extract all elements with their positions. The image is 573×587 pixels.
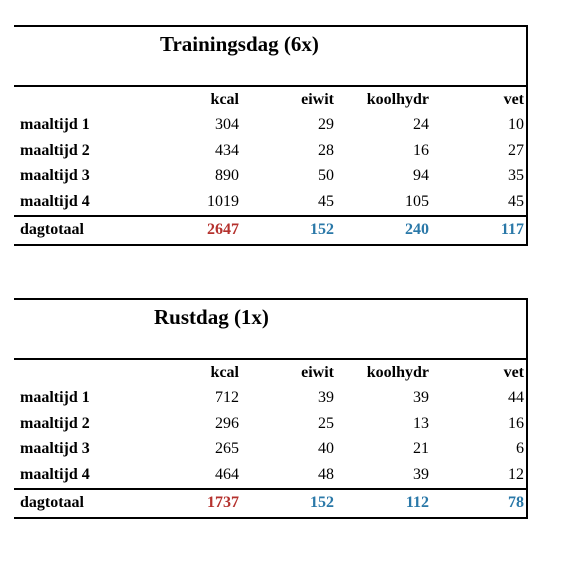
table-row: maaltijd 2 434 28 16 27 <box>14 139 526 165</box>
eiwit-cell: 28 <box>318 141 334 159</box>
header-row: kcal eiwit koolhydr vet <box>14 360 526 386</box>
row-label: maaltijd 2 <box>20 141 90 159</box>
divider <box>14 358 528 360</box>
eiwit-cell: 48 <box>318 465 334 483</box>
koolhydr-cell: 105 <box>405 192 429 210</box>
kcal-cell: 712 <box>215 389 239 406</box>
divider <box>14 488 526 491</box>
vet-cell: 6 <box>516 440 524 458</box>
eiwit-cell: 25 <box>318 414 334 432</box>
koolhydr-cell: 94 <box>413 167 429 185</box>
total-vet: 78 <box>508 494 524 512</box>
kcal-cell: 296 <box>215 414 239 432</box>
total-eiwit: 152 <box>310 494 334 512</box>
column-header-koolhydr: koolhydr <box>366 364 429 381</box>
table-row: maaltijd 3 265 40 21 6 <box>14 437 526 463</box>
column-header-kcal: kcal <box>210 364 239 381</box>
vet-cell: 44 <box>508 389 524 406</box>
table-grid: kcal eiwit koolhydr vet maaltijd 1 712 3… <box>14 360 528 520</box>
total-label: dagtotaal <box>20 494 84 512</box>
kcal-cell: 1019 <box>207 192 239 210</box>
total-koolhydr: 112 <box>405 494 429 512</box>
koolhydr-cell: 39 <box>413 465 429 483</box>
vet-cell: 27 <box>508 141 524 159</box>
row-label: maaltijd 4 <box>20 465 90 483</box>
table-title: Trainingsdag (6x) <box>160 32 319 56</box>
table-title-box: Trainingsdag (6x) <box>14 25 528 87</box>
header-row: kcal eiwit koolhydr vet <box>14 87 526 113</box>
eiwit-cell: 29 <box>318 116 334 133</box>
rustdag-table: Rustdag (1x) kcal eiwit koolhydr vet maa… <box>14 298 528 520</box>
row-label: maaltijd 2 <box>20 414 90 432</box>
total-koolhydr: 240 <box>405 221 429 239</box>
vet-cell: 16 <box>508 414 524 432</box>
vet-cell: 35 <box>508 167 524 185</box>
total-eiwit: 152 <box>310 221 334 239</box>
total-label: dagtotaal <box>20 221 84 239</box>
table-row: maaltijd 2 296 25 13 16 <box>14 412 526 438</box>
total-kcal: 1737 <box>207 494 239 512</box>
koolhydr-cell: 39 <box>413 389 429 406</box>
table-row: maaltijd 3 890 50 94 35 <box>14 164 526 190</box>
row-label: maaltijd 1 <box>20 389 90 406</box>
kcal-cell: 464 <box>215 465 239 483</box>
row-label: maaltijd 1 <box>20 116 90 133</box>
eiwit-cell: 40 <box>318 440 334 458</box>
column-header-vet: vet <box>503 91 524 108</box>
koolhydr-cell: 16 <box>413 141 429 159</box>
vet-cell: 10 <box>508 116 524 133</box>
kcal-cell: 265 <box>215 440 239 458</box>
eiwit-cell: 50 <box>318 167 334 185</box>
column-header-eiwit: eiwit <box>301 364 334 381</box>
table-row: maaltijd 1 712 39 39 44 <box>14 386 526 412</box>
total-kcal: 2647 <box>207 221 239 239</box>
vet-cell: 12 <box>508 465 524 483</box>
column-header-vet: vet <box>503 364 524 381</box>
kcal-cell: 434 <box>215 141 239 159</box>
table-row: maaltijd 1 304 29 24 10 <box>14 113 526 139</box>
row-label: maaltijd 3 <box>20 167 90 185</box>
koolhydr-cell: 13 <box>413 414 429 432</box>
table-title: Rustdag (1x) <box>154 305 269 329</box>
table-title-box: Rustdag (1x) <box>14 298 528 360</box>
eiwit-cell: 39 <box>318 389 334 406</box>
koolhydr-cell: 21 <box>413 440 429 458</box>
table-row: maaltijd 4 464 48 39 12 <box>14 463 526 489</box>
divider <box>14 85 528 87</box>
row-label: maaltijd 4 <box>20 192 90 210</box>
column-header-eiwit: eiwit <box>301 91 334 108</box>
eiwit-cell: 45 <box>318 192 334 210</box>
trainingsdag-table: Trainingsdag (6x) kcal eiwit koolhydr ve… <box>14 25 528 247</box>
table-grid: kcal eiwit koolhydr vet maaltijd 1 304 2… <box>14 87 528 247</box>
column-header-kcal: kcal <box>210 91 239 108</box>
koolhydr-cell: 24 <box>413 116 429 133</box>
row-label: maaltijd 3 <box>20 440 90 458</box>
kcal-cell: 890 <box>215 167 239 185</box>
divider <box>14 215 526 218</box>
total-vet: 117 <box>500 221 524 239</box>
kcal-cell: 304 <box>215 116 239 133</box>
total-row: dagtotaal 2647 152 240 117 <box>14 217 526 247</box>
total-row: dagtotaal 1737 152 112 78 <box>14 490 526 520</box>
column-header-koolhydr: koolhydr <box>366 91 429 108</box>
table-row: maaltijd 4 1019 45 105 45 <box>14 190 526 216</box>
vet-cell: 45 <box>508 192 524 210</box>
